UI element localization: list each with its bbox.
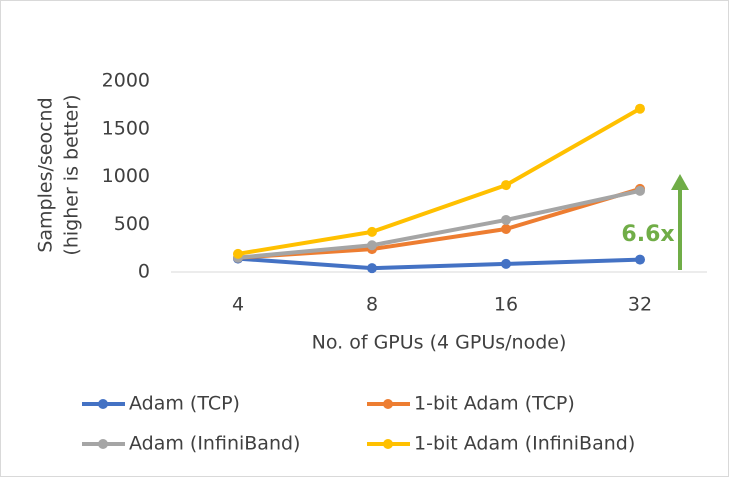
data-point — [367, 263, 377, 274]
data-point — [501, 214, 511, 225]
series-line — [237, 106, 641, 256]
data-point — [501, 180, 511, 191]
x-tick-label: 32 — [628, 294, 652, 316]
data-point — [233, 248, 243, 259]
series-line — [237, 256, 641, 271]
data-point — [501, 258, 511, 269]
legend-label: 1-bit Adam (TCP) — [414, 393, 575, 415]
y-tick-label: 1500 — [102, 117, 150, 139]
data-point — [635, 185, 645, 196]
data-point — [367, 240, 377, 251]
annotation: 6.6x — [621, 222, 674, 247]
legend-marker — [383, 399, 393, 409]
x-tick-label: 8 — [366, 294, 378, 316]
legend-marker — [383, 439, 393, 449]
data-point — [501, 224, 511, 235]
arrow-head — [671, 174, 689, 190]
legend-marker — [98, 439, 108, 449]
x-tick-label: 16 — [494, 294, 518, 316]
legend-marker — [98, 399, 108, 409]
legend-label: Adam (TCP) — [129, 393, 240, 415]
y-tick-label: 1000 — [102, 165, 150, 187]
x-tick-label: 4 — [232, 294, 244, 316]
data-point — [635, 254, 645, 265]
y-tick-label: 2000 — [102, 70, 150, 92]
y-tick-label: 500 — [114, 213, 150, 235]
data-point — [367, 226, 377, 237]
legend-label: 1-bit Adam (InfiniBand) — [414, 433, 635, 455]
y-axis-label: Samples/seocnd — [35, 97, 57, 252]
series-line — [237, 188, 641, 260]
x-axis-label: No. of GPUs (4 GPUs/node) — [312, 332, 567, 354]
data-point — [635, 103, 645, 114]
y-tick-label: 0 — [138, 261, 150, 283]
y-axis-label: (higher is better) — [61, 94, 83, 255]
legend-label: Adam (InfiniBand) — [129, 433, 300, 455]
